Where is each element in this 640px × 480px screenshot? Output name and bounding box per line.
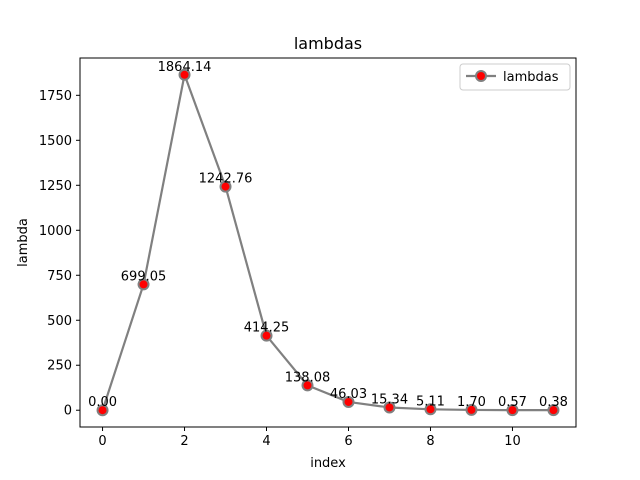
x-tick-label: 6 <box>344 434 352 449</box>
data-labels: 0.00 699.05 1864.14 1242.76 414.25 138.08 46.0… <box>88 60 568 410</box>
y-tick-label: 1750 <box>39 89 72 104</box>
data-label: 138.08 <box>285 370 331 385</box>
y-tick-label: 500 <box>47 314 72 329</box>
y-axis: 0 250 500 750 1000 1250 1500 1750 <box>39 89 80 419</box>
x-tick-label: 10 <box>504 434 521 449</box>
data-label: 15.34 <box>371 392 408 407</box>
y-tick-label: 0 <box>64 404 72 419</box>
data-point <box>506 404 519 417</box>
y-axis-label: lambda <box>16 218 31 267</box>
data-label: 46.03 <box>330 387 367 402</box>
x-axis: 0 2 4 6 8 10 <box>98 427 521 449</box>
data-label: 1242.76 <box>199 172 253 187</box>
series-lambdas <box>96 68 560 417</box>
legend-label: lambdas <box>503 70 559 85</box>
y-tick-label: 250 <box>47 359 72 374</box>
data-point <box>178 68 191 81</box>
data-point <box>383 401 396 414</box>
data-point <box>465 403 478 416</box>
x-tick-label: 0 <box>98 434 106 449</box>
chart-title: lambdas <box>294 34 362 53</box>
series-line <box>101 73 554 412</box>
y-tick-label: 750 <box>47 269 72 284</box>
y-tick-label: 1000 <box>39 224 72 239</box>
x-tick-label: 8 <box>426 434 434 449</box>
data-label: 414.25 <box>244 321 290 336</box>
y-tick-label: 1500 <box>39 134 72 149</box>
data-label: 699.05 <box>121 269 167 284</box>
x-axis-label: index <box>310 456 346 471</box>
data-label: 5.11 <box>416 394 445 409</box>
x-tick-label: 4 <box>262 434 270 449</box>
data-label: 0.38 <box>539 395 568 410</box>
data-label: 0.00 <box>88 395 117 410</box>
data-point <box>219 180 232 193</box>
data-point <box>137 278 150 291</box>
data-label: 1864.14 <box>158 60 212 75</box>
data-point <box>301 379 314 392</box>
data-point <box>96 404 109 417</box>
data-point <box>547 404 560 417</box>
plot-area <box>79 57 577 428</box>
data-label: 0.57 <box>498 395 527 410</box>
legend-box <box>459 63 571 91</box>
legend-marker-sample <box>475 70 487 82</box>
data-label: 1.70 <box>457 395 486 410</box>
data-point <box>342 395 355 408</box>
x-tick-label: 2 <box>180 434 188 449</box>
y-tick-label: 1250 <box>39 179 72 194</box>
legend: lambdas <box>459 63 571 91</box>
data-point <box>424 403 437 416</box>
data-point <box>260 329 273 342</box>
